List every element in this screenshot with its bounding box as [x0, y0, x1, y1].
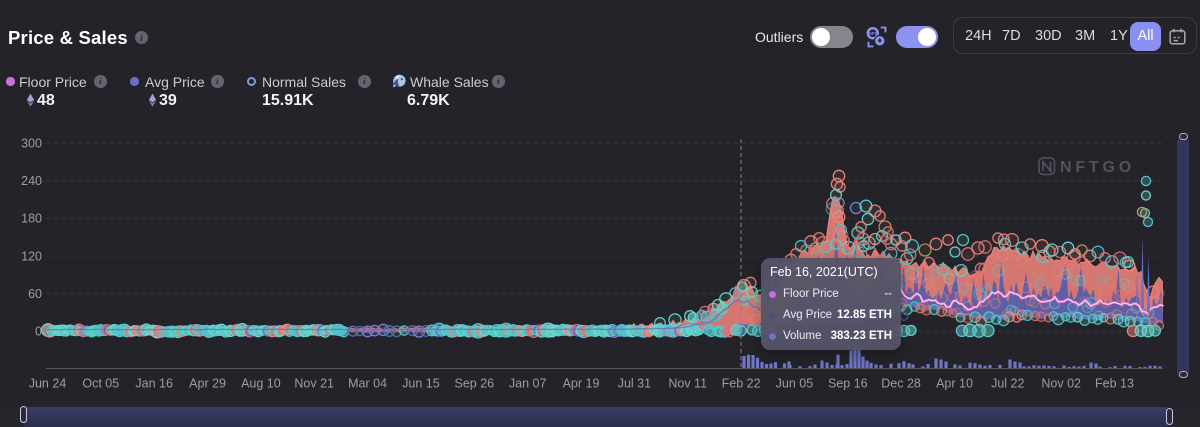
svg-text:Apr 19: Apr 19 — [563, 377, 600, 391]
svg-text:Jun 05: Jun 05 — [776, 377, 814, 391]
svg-text:Jan 16: Jan 16 — [135, 377, 173, 391]
svg-text:300: 300 — [21, 137, 42, 151]
svg-text:Sep 16: Sep 16 — [828, 377, 868, 391]
svg-text:Jan 07: Jan 07 — [509, 377, 547, 391]
svg-text:NFT: NFT — [868, 31, 877, 36]
svg-text:Nov 11: Nov 11 — [668, 377, 707, 391]
svg-text:Aug 10: Aug 10 — [241, 377, 281, 391]
svg-text:Mar 04: Mar 04 — [348, 377, 387, 391]
svg-text:Jun 15: Jun 15 — [402, 377, 440, 391]
svg-text:Feb 22: Feb 22 — [722, 377, 761, 391]
svg-text:Oct 05: Oct 05 — [82, 377, 119, 391]
svg-text:0: 0 — [35, 325, 42, 339]
svg-text:60: 60 — [28, 287, 42, 301]
svg-text:Jul 31: Jul 31 — [618, 377, 651, 391]
svg-text:Feb 13: Feb 13 — [1095, 377, 1134, 391]
svg-text:Sep 26: Sep 26 — [454, 377, 494, 391]
svg-text:Nov 21: Nov 21 — [294, 377, 334, 391]
svg-text:240: 240 — [21, 174, 42, 188]
svg-text:Jul 22: Jul 22 — [991, 377, 1024, 391]
svg-text:Nov 02: Nov 02 — [1041, 377, 1081, 391]
svg-text:NFTGO: NFTGO — [1060, 159, 1135, 176]
svg-text:Jun 24: Jun 24 — [29, 377, 67, 391]
svg-text:120: 120 — [21, 249, 42, 263]
svg-text:180: 180 — [21, 212, 42, 226]
svg-text:Apr 29: Apr 29 — [189, 377, 226, 391]
svg-text:Dec 28: Dec 28 — [881, 377, 921, 391]
svg-text:Apr 10: Apr 10 — [936, 377, 973, 391]
